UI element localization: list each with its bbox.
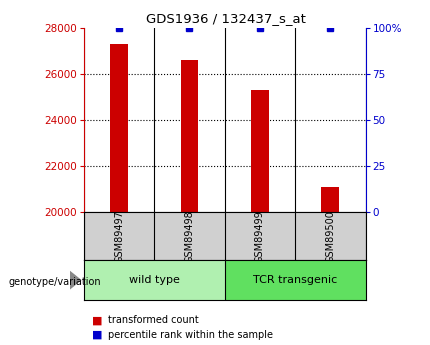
Text: GSM89499: GSM89499	[255, 210, 265, 263]
Bar	[224, 260, 366, 300]
Bar	[322, 187, 339, 212]
Bar	[181, 60, 198, 212]
Text: TCR transgenic: TCR transgenic	[253, 275, 337, 285]
Text: GSM89498: GSM89498	[184, 210, 194, 263]
Text: GSM89500: GSM89500	[325, 210, 335, 263]
Polygon shape	[70, 270, 82, 290]
Bar	[84, 260, 224, 300]
Bar	[251, 90, 269, 212]
Text: transformed count: transformed count	[108, 315, 198, 325]
Text: wild type: wild type	[129, 275, 180, 285]
Text: genotype/variation: genotype/variation	[9, 277, 101, 287]
Text: ■: ■	[92, 330, 103, 339]
Text: percentile rank within the sample: percentile rank within the sample	[108, 330, 273, 339]
Text: GDS1936 / 132437_s_at: GDS1936 / 132437_s_at	[146, 12, 306, 25]
Text: ■: ■	[92, 315, 103, 325]
Text: GSM89497: GSM89497	[114, 210, 124, 263]
Bar	[110, 44, 128, 212]
